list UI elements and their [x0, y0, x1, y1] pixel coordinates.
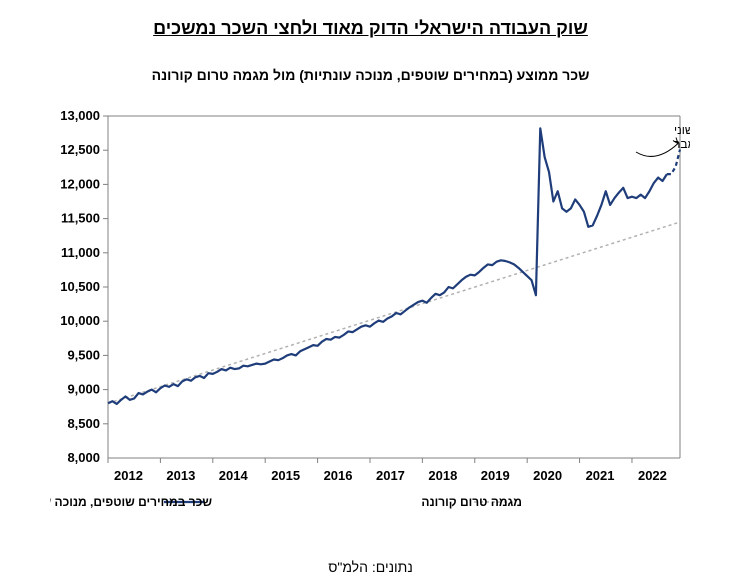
- data-source: נתונים: הלמ"ס: [0, 559, 741, 575]
- page-title: שוק העבודה הישראלי הדוק מאוד ולחצי השכר …: [0, 0, 741, 39]
- svg-text:שכר במחירים שוטפים, מנוכה עונת: שכר במחירים שוטפים, מנוכה עונתיות: [50, 495, 212, 509]
- svg-text:8,000: 8,000: [67, 450, 100, 465]
- svg-text:10,000: 10,000: [60, 313, 100, 328]
- svg-text:2020: 2020: [533, 468, 562, 483]
- svg-text:12,000: 12,000: [60, 176, 100, 191]
- svg-text:11,000: 11,000: [61, 245, 100, 260]
- chart-subtitle: שכר ממוצע (במחירים שוטפים, מנוכה עונתיות…: [0, 67, 741, 83]
- svg-text:2019: 2019: [481, 468, 510, 483]
- svg-text:2012: 2012: [114, 468, 143, 483]
- svg-text:2013: 2013: [166, 468, 195, 483]
- svg-text:12,500: 12,500: [60, 142, 100, 157]
- svg-text:2018: 2018: [428, 468, 457, 483]
- svg-text:13,000: 13,000: [60, 108, 100, 123]
- svg-text:10,500: 10,500: [60, 279, 100, 294]
- svg-text:2016: 2016: [324, 468, 353, 483]
- svg-text:8,500: 8,500: [67, 416, 100, 431]
- svg-text:2022: 2022: [638, 468, 667, 483]
- svg-text:2017: 2017: [376, 468, 405, 483]
- svg-text:11,500: 11,500: [61, 211, 100, 226]
- svg-text:2014: 2014: [219, 468, 249, 483]
- chart: 8,000 8,500 9,000 9,500 10,000 10,500 11,000 11…: [50, 108, 690, 533]
- page: שוק העבודה הישראלי הדוק מאוד ולחצי השכר …: [0, 0, 741, 587]
- svg-text:9,500: 9,500: [67, 347, 100, 362]
- svg-text:2021: 2021: [586, 468, 615, 483]
- svg-text:2015: 2015: [271, 468, 300, 483]
- svg-text:מגמה טרום קורונה: מגמה טרום קורונה: [421, 495, 522, 509]
- svg-text:9,000: 9,000: [67, 382, 100, 397]
- svg-text:לפי אומדן ראשוני: לפי אומדן ראשוני: [674, 123, 690, 137]
